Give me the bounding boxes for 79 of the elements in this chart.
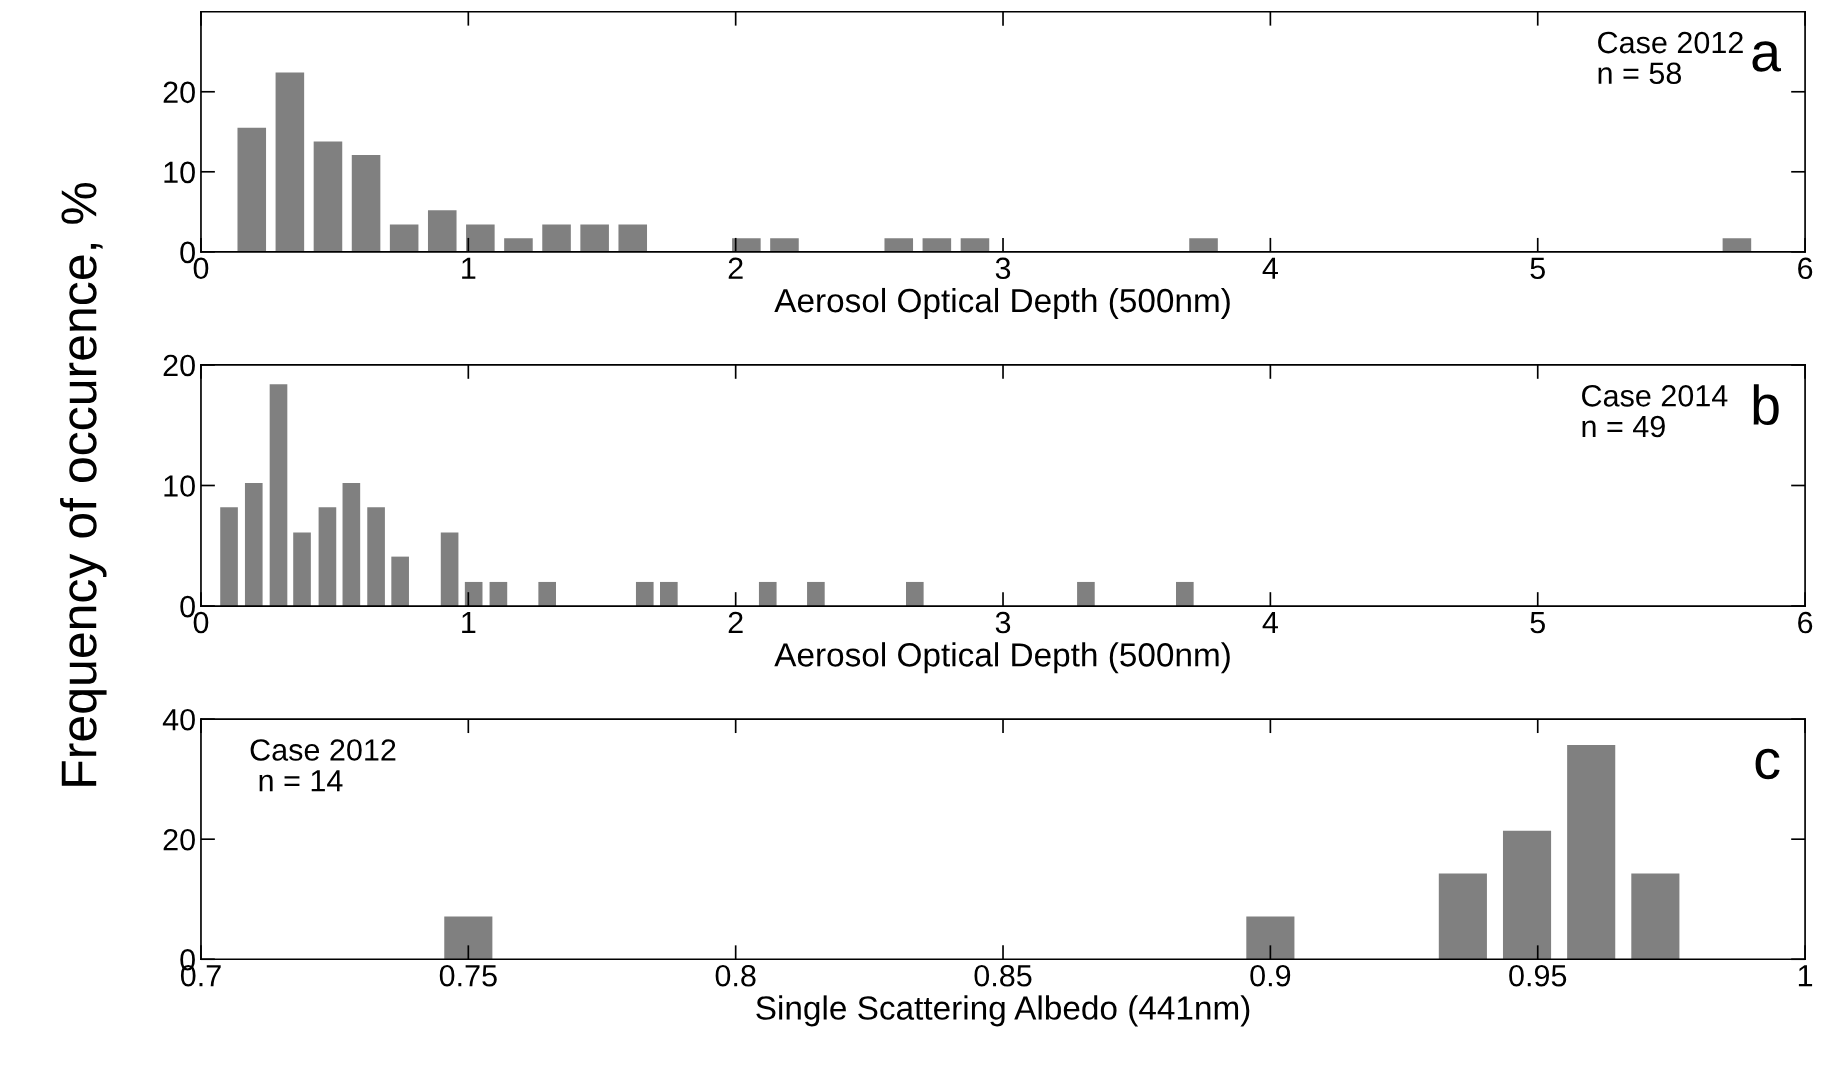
bar [440, 532, 459, 607]
bar [660, 581, 678, 607]
bar [732, 238, 761, 252]
bar [367, 507, 385, 607]
x-tick-label: 1 [1798, 965, 1813, 987]
x-tick-label: 4 [1262, 257, 1278, 279]
bar [389, 224, 419, 252]
bar [466, 224, 495, 252]
x-tick-label: 2 [728, 257, 743, 279]
y-tick-label: 20 [163, 354, 195, 377]
y-tick-label: 0 [180, 241, 195, 264]
bar [635, 581, 654, 607]
annotation: a [1752, 41, 1782, 72]
x-tick-label: 6 [1798, 257, 1813, 280]
bar [1246, 916, 1295, 960]
bar [618, 224, 648, 252]
annotation: c [1755, 748, 1780, 780]
x-tick-label: 0.85 [974, 964, 1032, 987]
annotation: b [1753, 384, 1779, 426]
annotation: Case 2014 n = 49 [1582, 385, 1728, 438]
bar [427, 210, 457, 252]
y-tick-label: 0 [180, 595, 195, 618]
x-tick-label: 0.8 [715, 964, 756, 987]
x-axis-title: Aerosol Optical Depth (500nm) [774, 642, 1230, 674]
x-axis-title: Single Scattering Albedo (441nm) [756, 995, 1250, 1027]
bar [269, 384, 288, 607]
bar [244, 483, 263, 607]
bar [391, 556, 409, 607]
y-tick-label: 40 [162, 708, 195, 731]
bar [770, 238, 799, 252]
x-tick-label: 1 [462, 257, 476, 279]
bar [504, 238, 533, 252]
x-tick-label: 4 [1262, 612, 1278, 634]
bar [1567, 744, 1616, 960]
annotation: Case 2012 n = 58 [1598, 31, 1743, 85]
y-tick-label: 10 [164, 161, 195, 184]
bar [1631, 873, 1680, 960]
bar [1502, 830, 1552, 960]
bar [444, 916, 493, 960]
bar [960, 238, 990, 252]
y-tick-label: 10 [164, 475, 195, 497]
y-tick-label: 20 [163, 828, 195, 851]
annotation: Case 2012 n = 14 [250, 739, 396, 792]
x-tick-label: 3 [995, 611, 1011, 634]
x-tick-label: 5 [1530, 257, 1545, 280]
bar [293, 532, 311, 607]
bar [342, 483, 361, 607]
bar [1189, 238, 1218, 252]
bar [220, 507, 238, 607]
bar [884, 238, 914, 252]
bar [905, 581, 924, 607]
bar [313, 141, 343, 252]
x-tick-label: 1 [462, 612, 476, 634]
y-axis-title: Frequency of occurence, % [60, 182, 107, 786]
bar [922, 238, 952, 252]
x-tick-label: 2 [728, 611, 743, 634]
x-tick-label: 6 [1798, 611, 1813, 634]
x-tick-label: 3 [995, 257, 1011, 280]
bar [1077, 581, 1095, 607]
bar [807, 581, 825, 607]
x-tick-label: 5 [1530, 612, 1545, 634]
bar [1438, 873, 1487, 960]
x-tick-label: 0.9 [1250, 964, 1291, 987]
bar [275, 72, 305, 252]
y-tick-label: 20 [163, 81, 195, 104]
bar [318, 507, 337, 607]
bar [1176, 581, 1194, 607]
bar [580, 224, 609, 252]
bar [464, 581, 483, 607]
x-tick-label: 0.75 [439, 964, 497, 987]
bar [351, 154, 381, 252]
bar [237, 127, 267, 252]
x-axis-title: Aerosol Optical Depth (500nm) [774, 287, 1230, 320]
bar [542, 224, 571, 252]
bar [758, 581, 777, 607]
bar [489, 581, 508, 607]
bar [538, 581, 557, 607]
x-tick-label: 0.95 [1509, 964, 1567, 987]
bar [1722, 238, 1752, 252]
